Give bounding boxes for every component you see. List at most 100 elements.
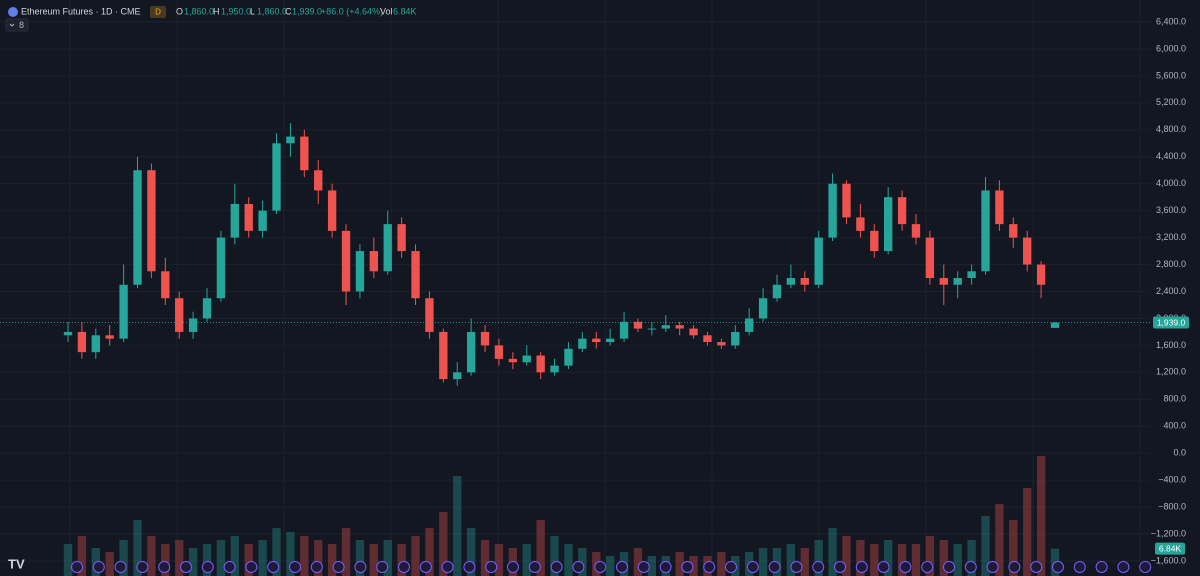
volume-bar — [981, 516, 990, 576]
event-icon — [703, 561, 716, 573]
volume-bar — [119, 540, 128, 576]
event-icon — [92, 561, 105, 573]
y-tick-label: 3,600.0 — [1156, 205, 1186, 215]
h-value: 1,950.0 — [221, 6, 251, 16]
event-icon — [899, 561, 912, 573]
candle-body — [508, 358, 518, 363]
candle-body — [425, 298, 434, 332]
volume-bar — [63, 544, 73, 576]
y-tick-label: 6,400.0 — [1156, 16, 1186, 26]
y-tick-label: −1,600.0 — [1151, 555, 1186, 565]
volume-bar — [77, 536, 87, 576]
volume-bar — [453, 476, 462, 576]
candle-body — [897, 197, 907, 225]
event-icon — [223, 561, 236, 573]
candle-body — [856, 217, 865, 231]
volume-bar — [175, 540, 184, 576]
volume-bar — [967, 540, 976, 576]
candle-body — [717, 342, 726, 346]
candles — [0, 123, 1150, 386]
candle-body — [786, 278, 796, 285]
candle-body — [633, 321, 643, 329]
y-tick-label: 3,200.0 — [1156, 232, 1186, 242]
event-icon — [790, 561, 803, 573]
y-tick-label: 2,800.0 — [1156, 259, 1186, 269]
event-icon — [725, 561, 737, 573]
volume-bar — [1023, 488, 1032, 576]
candle-body — [286, 136, 295, 144]
volume-bar — [244, 544, 253, 576]
volume-label-box — [1155, 542, 1185, 555]
event-icon — [419, 561, 432, 573]
candle-body — [355, 251, 365, 292]
candle-body — [63, 331, 73, 336]
event-icon — [1008, 561, 1021, 573]
candle-body — [1050, 322, 1060, 328]
volume-bar — [286, 532, 295, 576]
candle-body — [466, 331, 476, 373]
axis-labels: −1,600.0 −1,200.0 −800.0 −400.0 0.0 400.0 800.… — [1151, 16, 1189, 565]
y-tick-label: −1,200.0 — [1151, 528, 1186, 538]
header: Ethereum Futures · 1D · CME D O 1,860.0 … — [5, 6, 417, 32]
volume-bar — [717, 552, 726, 576]
indicators-count: 8 — [19, 20, 24, 30]
volume-bar — [578, 548, 587, 576]
event-icon — [485, 561, 498, 573]
y-tick-label: 4,400.0 — [1156, 151, 1186, 161]
candle-body — [105, 335, 114, 339]
candle-body — [1023, 237, 1032, 265]
volume-bar — [1036, 456, 1046, 576]
candle-body — [939, 278, 948, 285]
l-key: L — [250, 6, 255, 16]
candle-body — [675, 325, 684, 329]
event-icon — [158, 561, 171, 573]
candle-body — [536, 355, 545, 373]
event-icon — [289, 561, 301, 573]
volume-bar — [870, 544, 879, 576]
volume-bar — [884, 540, 893, 576]
volume-bar — [411, 536, 420, 576]
grid — [0, 0, 1150, 576]
event-icon — [681, 561, 694, 573]
volume-bar — [397, 544, 406, 576]
event-icon — [834, 561, 846, 573]
volume-bar — [953, 544, 962, 576]
volume-bar — [925, 536, 935, 576]
c-key: C — [285, 6, 292, 16]
candle-body — [689, 328, 698, 336]
candle-body — [953, 278, 962, 285]
candle-body — [758, 298, 768, 319]
volume-bar — [758, 548, 768, 576]
candle-body — [147, 170, 156, 272]
candle-body — [967, 271, 976, 279]
event-icon — [768, 561, 781, 573]
candle-body — [244, 203, 253, 231]
volume-bar — [105, 552, 114, 576]
event-icon — [310, 561, 323, 573]
volume-bar — [550, 536, 559, 576]
candle-body — [911, 224, 921, 238]
volume-bar — [383, 540, 392, 576]
logo: TV — [8, 556, 25, 571]
y-tick-label: 5,600.0 — [1156, 70, 1186, 80]
event-icon — [616, 561, 628, 573]
candle-body — [522, 355, 531, 363]
event-icon — [855, 561, 868, 573]
volume-bar — [786, 544, 796, 576]
volume-bar — [466, 528, 476, 576]
candle-body — [494, 345, 504, 359]
volume-bar — [188, 548, 198, 576]
event-icon — [398, 561, 410, 573]
indicators-toggle[interactable] — [5, 18, 29, 32]
badge: D — [155, 8, 161, 17]
volume-bar — [633, 548, 643, 576]
candle-body — [480, 331, 490, 346]
candle-body — [77, 331, 87, 353]
volume-bar — [425, 528, 434, 576]
volume-bar — [605, 556, 615, 576]
vol-value: 6.84K — [393, 6, 417, 16]
event-icon — [71, 561, 83, 573]
candle-body — [870, 230, 879, 252]
event-icon — [921, 561, 934, 573]
